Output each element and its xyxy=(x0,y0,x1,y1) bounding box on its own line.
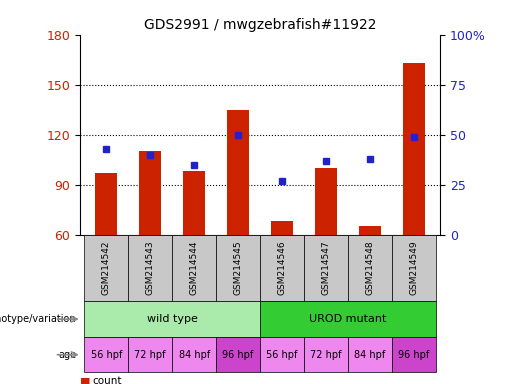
Bar xyxy=(128,337,172,372)
Bar xyxy=(392,337,436,372)
Bar xyxy=(172,235,216,301)
Text: 56 hpf: 56 hpf xyxy=(266,350,298,360)
Text: GSM214548: GSM214548 xyxy=(366,241,374,295)
Bar xyxy=(216,235,260,301)
Bar xyxy=(216,337,260,372)
Bar xyxy=(260,235,304,301)
Bar xyxy=(392,235,436,301)
Bar xyxy=(304,337,348,372)
Bar xyxy=(84,235,128,301)
Bar xyxy=(271,221,293,235)
Text: GSM214547: GSM214547 xyxy=(321,241,331,295)
Text: 84 hpf: 84 hpf xyxy=(354,350,386,360)
Bar xyxy=(227,109,249,235)
Text: GSM214544: GSM214544 xyxy=(190,241,199,295)
Text: count: count xyxy=(93,376,122,384)
Bar xyxy=(84,301,260,337)
Text: GSM214545: GSM214545 xyxy=(234,241,243,295)
Bar xyxy=(348,235,392,301)
Bar xyxy=(84,337,128,372)
Text: wild type: wild type xyxy=(147,314,198,324)
Bar xyxy=(172,337,216,372)
Text: 72 hpf: 72 hpf xyxy=(134,350,166,360)
Bar xyxy=(260,337,304,372)
Text: age: age xyxy=(58,350,76,360)
Bar xyxy=(359,226,381,235)
Bar xyxy=(183,171,205,235)
Bar xyxy=(95,173,117,235)
Text: GSM214542: GSM214542 xyxy=(101,241,111,295)
Title: GDS2991 / mwgzebrafish#11922: GDS2991 / mwgzebrafish#11922 xyxy=(144,18,376,32)
Text: GSM214543: GSM214543 xyxy=(146,241,154,295)
Text: GSM214549: GSM214549 xyxy=(409,241,419,295)
Text: UROD mutant: UROD mutant xyxy=(310,314,387,324)
Text: 56 hpf: 56 hpf xyxy=(91,350,122,360)
Bar xyxy=(403,63,425,235)
Bar xyxy=(304,235,348,301)
Bar xyxy=(139,151,161,235)
Text: 84 hpf: 84 hpf xyxy=(179,350,210,360)
Bar xyxy=(260,301,436,337)
Bar xyxy=(128,235,172,301)
Text: ■: ■ xyxy=(80,376,94,384)
Bar xyxy=(348,337,392,372)
Text: 96 hpf: 96 hpf xyxy=(398,350,430,360)
Text: GSM214546: GSM214546 xyxy=(278,241,286,295)
Text: 72 hpf: 72 hpf xyxy=(310,350,342,360)
Text: 96 hpf: 96 hpf xyxy=(222,350,254,360)
Text: genotype/variation: genotype/variation xyxy=(0,314,76,324)
Bar xyxy=(315,168,337,235)
